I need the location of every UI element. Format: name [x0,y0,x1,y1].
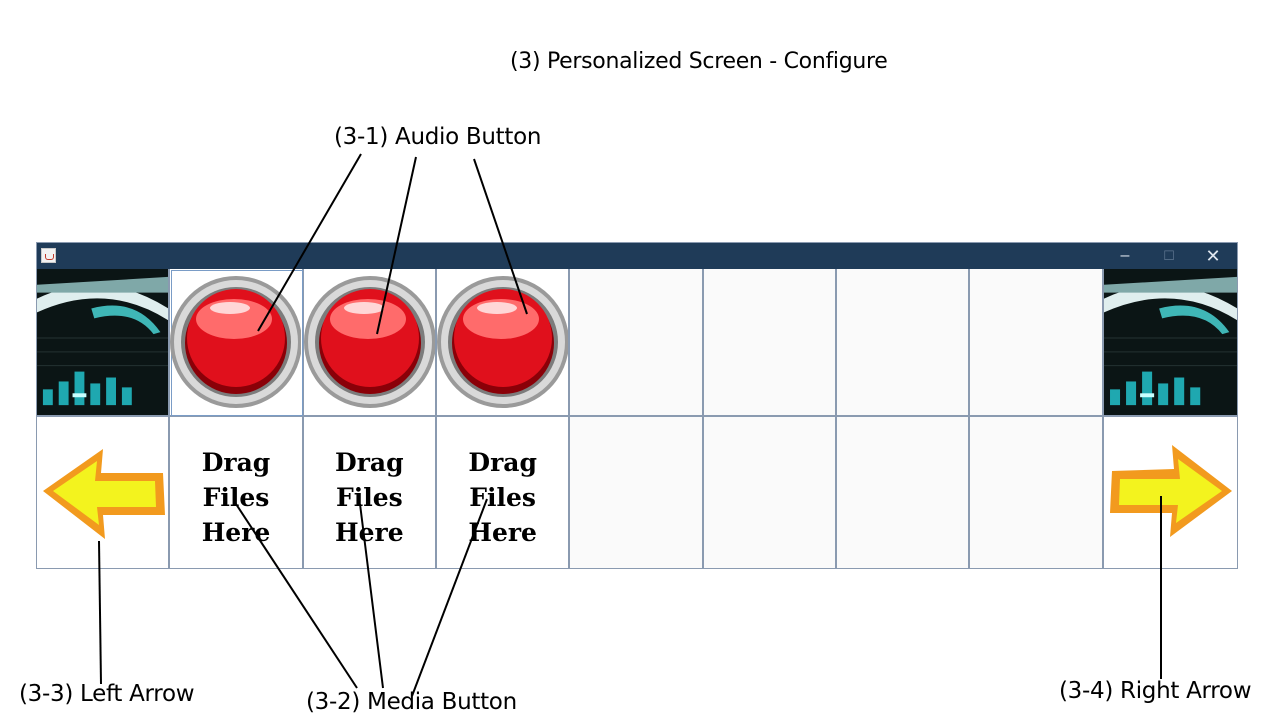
media-button-2[interactable]: Drag Files Here [303,417,437,568]
java-cup-icon [41,248,56,263]
media-button-callout: (3-2) Media Button [306,689,517,715]
maximize-button[interactable]: ☐ [1163,248,1175,263]
yellow-right-arrow-icon [1109,445,1232,537]
equalizer-image-left [37,269,171,417]
empty-media-slot[interactable] [836,417,971,568]
left-arrow-button[interactable] [37,417,171,568]
app-window: – ☐ ✕ [36,242,1238,569]
red-push-button-icon [170,276,302,408]
equalizer-image-right [1103,269,1237,417]
red-push-button-icon [437,276,568,408]
media-button-3[interactable]: Drag Files Here [436,417,571,568]
audio-button-1[interactable] [170,269,304,417]
audio-button-callout: (3-1) Audio Button [334,124,542,150]
empty-audio-slot[interactable] [836,269,971,417]
empty-audio-slot[interactable] [970,269,1104,417]
audio-button-3[interactable] [436,269,571,417]
empty-audio-slot[interactable] [703,269,837,417]
equalizer-image [37,269,169,415]
left-arrow-callout: (3-3) Left Arrow [19,681,195,707]
title-bar: – ☐ ✕ [37,243,1237,269]
page-title: (3) Personalized Screen - Configure [510,49,888,74]
drag-files-label: Drag Files Here [201,448,271,547]
yellow-left-arrow-icon [43,449,165,539]
empty-audio-slot[interactable] [570,269,704,417]
empty-media-slot[interactable] [703,417,837,568]
right-arrow-button[interactable] [1103,417,1237,568]
media-button-1[interactable]: Drag Files Here [170,417,304,568]
close-button[interactable]: ✕ [1205,246,1221,266]
audio-button-2[interactable] [303,269,437,417]
drag-files-label: Drag Files Here [468,448,537,547]
equalizer-image [1103,269,1237,415]
button-grid: Drag Files Here Drag Files Here Drag Fil… [37,269,1237,568]
empty-media-slot[interactable] [970,417,1104,568]
empty-media-slot[interactable] [570,417,704,568]
minimize-button[interactable]: – [1120,247,1130,264]
red-push-button-icon [303,276,435,408]
drag-files-label: Drag Files Here [335,448,404,547]
right-arrow-callout: (3-4) Right Arrow [1059,678,1252,704]
